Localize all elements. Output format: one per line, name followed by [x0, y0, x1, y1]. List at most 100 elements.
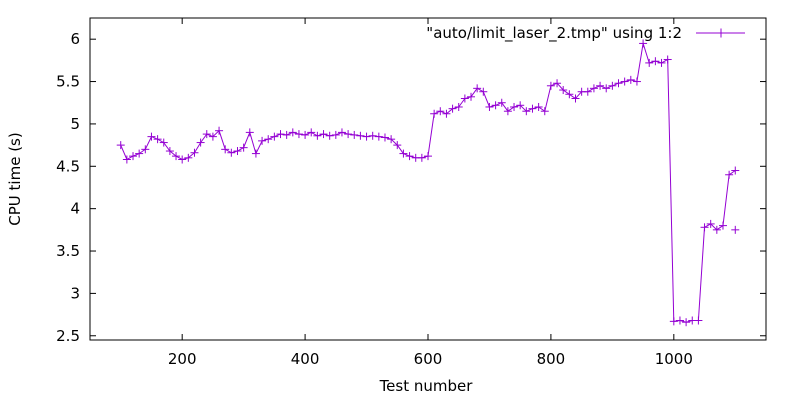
data-point [301, 130, 310, 139]
data-point [153, 135, 162, 144]
x-tick-label: 1000 [655, 350, 693, 368]
data-point [165, 147, 174, 156]
data-point [626, 75, 635, 84]
data-point [436, 107, 445, 116]
data-point [135, 149, 144, 158]
data-point [596, 81, 605, 90]
y-tick-label: 3.5 [56, 242, 80, 260]
data-point [307, 128, 316, 137]
data-point [651, 57, 660, 66]
data-point [233, 147, 242, 156]
y-axis-label: CPU time (s) [6, 132, 24, 225]
data-point [546, 81, 555, 90]
data-point [337, 128, 346, 137]
data-point [731, 225, 740, 234]
data-point [491, 101, 500, 110]
data-point [362, 132, 371, 141]
data-point [141, 145, 150, 154]
data-point [221, 145, 230, 154]
data-point [184, 153, 193, 162]
data-point [497, 98, 506, 107]
data-point [602, 84, 611, 93]
data-point [657, 58, 666, 67]
data-point [251, 149, 260, 158]
data-point [288, 128, 297, 137]
data-point [565, 90, 574, 99]
data-point [694, 316, 703, 325]
y-tick-label: 2.5 [56, 327, 80, 345]
data-point [399, 149, 408, 158]
data-point [632, 77, 641, 86]
data-point [725, 170, 734, 179]
data-point [116, 141, 125, 150]
data-point [331, 130, 340, 139]
data-point [663, 55, 672, 64]
data-point [178, 155, 187, 164]
x-axis-label: Test number [379, 377, 474, 395]
data-point [731, 166, 740, 175]
plot-frame [89, 17, 767, 341]
y-tick-label: 5.5 [56, 73, 80, 91]
data-point [313, 131, 322, 140]
data-point [196, 138, 205, 147]
data-point [393, 141, 402, 150]
data-point [485, 102, 494, 111]
data-point [325, 131, 334, 140]
x-tick-label: 400 [291, 350, 320, 368]
data-point [417, 153, 426, 162]
data-point [639, 39, 648, 48]
x-tick-label: 600 [414, 350, 443, 368]
data-point [706, 219, 715, 228]
data-point [344, 130, 353, 139]
data-point [122, 155, 131, 164]
data-point [282, 130, 291, 139]
data-point [620, 77, 629, 86]
data-point [589, 84, 598, 93]
data-point [276, 130, 285, 139]
data-point [553, 79, 562, 88]
data-point [368, 131, 377, 140]
data-point [460, 94, 469, 103]
data-point [202, 130, 211, 139]
data-point [473, 84, 482, 93]
data-point [319, 130, 328, 139]
data-point [540, 107, 549, 116]
legend: "auto/limit_laser_2.tmp" using 1:2 [426, 24, 745, 43]
data-point [380, 133, 389, 142]
data-point [442, 109, 451, 118]
y-tick-label: 6 [70, 30, 80, 48]
data-point [405, 152, 414, 161]
data-point [510, 102, 519, 111]
legend-series-marker [716, 28, 726, 38]
data-point [645, 58, 654, 67]
data-point [516, 101, 525, 110]
data-point [454, 102, 463, 111]
data-point [294, 130, 303, 139]
data-point [264, 135, 273, 144]
data-point [245, 128, 254, 137]
data-point [467, 92, 476, 101]
data-point [608, 81, 617, 90]
series-0 [116, 39, 740, 327]
y-tick-label: 5 [70, 115, 80, 133]
data-point [430, 109, 439, 118]
data-point [479, 87, 488, 96]
data-point [190, 148, 199, 157]
data-point [172, 152, 181, 161]
data-point [227, 148, 236, 157]
data-point [258, 136, 267, 145]
data-point [675, 316, 684, 325]
data-point [700, 223, 709, 232]
data-point [350, 130, 359, 139]
data-point [239, 143, 248, 152]
data-point [356, 131, 365, 140]
data-point [522, 107, 531, 116]
data-point [503, 107, 512, 116]
data-point [614, 79, 623, 88]
data-point [571, 94, 580, 103]
data-point [159, 138, 168, 147]
plot-marks [116, 39, 740, 327]
data-point [534, 102, 543, 111]
data-point [208, 132, 217, 141]
